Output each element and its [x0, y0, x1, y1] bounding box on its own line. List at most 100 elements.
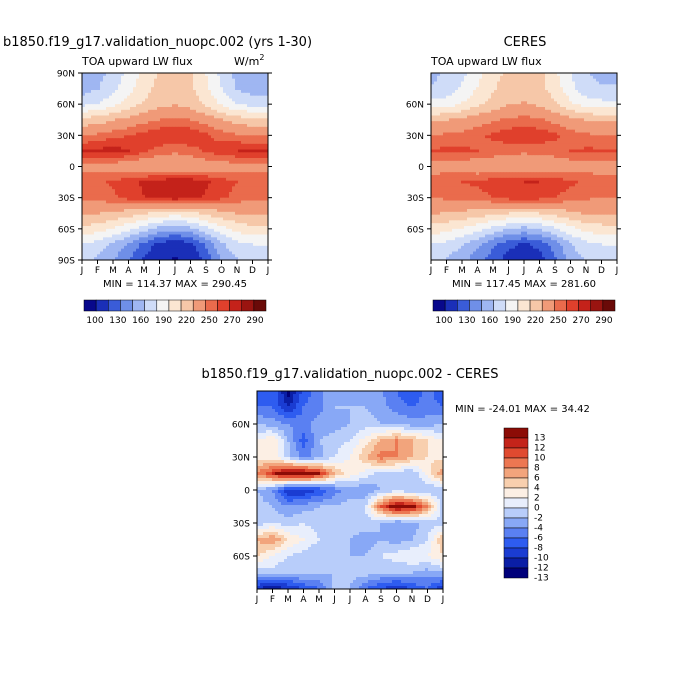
- field-cell: [259, 160, 263, 165]
- field-cell: [587, 84, 591, 88]
- field-cell: [151, 206, 155, 210]
- field-cell: [539, 98, 543, 102]
- field-cell: [217, 217, 221, 221]
- field-cell: [151, 254, 155, 258]
- field-cell: [238, 245, 242, 250]
- field-cell: [91, 112, 95, 116]
- field-cell: [461, 101, 465, 105]
- field-cell: [181, 209, 185, 213]
- field-cell: [250, 200, 254, 204]
- field-cell: [521, 81, 525, 85]
- field-cell: [211, 152, 215, 156]
- field-cell: [175, 129, 179, 133]
- field-cell: [554, 92, 558, 97]
- field-cell: [130, 226, 134, 230]
- field-cell: [196, 180, 200, 184]
- field-cell: [262, 220, 266, 224]
- field-cell: [190, 95, 194, 99]
- field-cell: [211, 146, 215, 150]
- field-cell: [262, 183, 266, 187]
- field-cell: [178, 143, 182, 148]
- field-cell: [602, 81, 606, 85]
- field-cell: [193, 92, 197, 97]
- field-cell: [229, 101, 233, 105]
- field-cell: [262, 149, 266, 153]
- field-cell: [575, 75, 579, 80]
- field-cell: [97, 194, 101, 199]
- field-cell: [148, 211, 152, 216]
- field-cell: [127, 78, 131, 82]
- field-cell: [157, 206, 161, 210]
- field-cell: [82, 231, 86, 235]
- field-cell: [85, 95, 89, 99]
- field-cell: [223, 197, 227, 201]
- field-cell: [605, 104, 609, 108]
- field-cell: [470, 109, 474, 114]
- field-cell: [172, 78, 176, 82]
- field-cell: [154, 206, 158, 210]
- field-cell: [109, 214, 113, 218]
- field-cell: [590, 95, 594, 99]
- field-cell: [163, 78, 167, 82]
- field-cell: [250, 135, 254, 139]
- field-cell: [124, 141, 128, 145]
- field-cell: [262, 115, 266, 119]
- field-cell: [217, 189, 221, 193]
- field-cell: [172, 240, 176, 244]
- field-cell: [166, 231, 170, 235]
- field-cell: [602, 78, 606, 82]
- field-cell: [241, 211, 245, 216]
- field-cell: [584, 78, 588, 82]
- field-cell: [148, 132, 152, 136]
- field-cell: [97, 175, 101, 179]
- field-cell: [175, 115, 179, 119]
- field-cell: [124, 206, 128, 210]
- field-cell: [160, 104, 164, 108]
- field-cell: [202, 90, 206, 94]
- field-cell: [259, 84, 263, 88]
- field-cell: [154, 231, 158, 235]
- field-cell: [244, 135, 248, 139]
- field-cell: [202, 95, 206, 99]
- field-cell: [184, 234, 188, 238]
- field-cell: [145, 231, 149, 235]
- field-cell: [124, 226, 128, 230]
- field-cell: [157, 211, 161, 216]
- field-cell: [250, 141, 254, 145]
- field-cell: [193, 81, 197, 85]
- field-cell: [196, 75, 200, 80]
- field-cell: [166, 200, 170, 204]
- field-cell: [82, 158, 86, 162]
- field-cell: [229, 124, 233, 128]
- field-cell: [136, 206, 140, 210]
- field-cell: [431, 95, 435, 99]
- field-cell: [94, 169, 98, 173]
- field-cell: [205, 234, 209, 238]
- field-cell: [148, 206, 152, 210]
- field-cell: [160, 81, 164, 85]
- field-cell: [614, 95, 617, 99]
- field-cell: [151, 231, 155, 235]
- field-cell: [166, 92, 170, 97]
- field-cell: [139, 160, 143, 165]
- field-cell: [103, 92, 107, 97]
- field-cell: [106, 152, 110, 156]
- field-cell: [232, 226, 236, 230]
- field-cell: [226, 129, 230, 133]
- field-cell: [244, 240, 248, 244]
- field-cell: [112, 155, 116, 159]
- field-cell: [115, 180, 119, 184]
- field-cell: [530, 73, 534, 77]
- field-cell: [211, 214, 215, 218]
- field-cell: [557, 78, 561, 82]
- field-cell: [256, 143, 260, 148]
- field-cell: [112, 237, 116, 241]
- field-cell: [127, 245, 131, 250]
- field-cell: [434, 90, 438, 94]
- field-cell: [244, 228, 248, 233]
- field-cell: [148, 95, 152, 99]
- field-cell: [175, 180, 179, 184]
- field-cell: [250, 189, 254, 193]
- field-cell: [241, 152, 245, 156]
- field-cell: [220, 169, 224, 173]
